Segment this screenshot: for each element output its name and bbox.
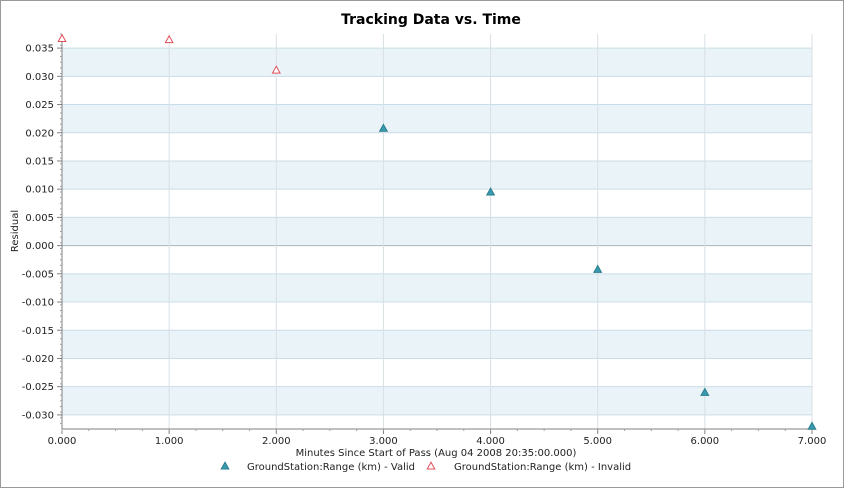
- legend-marker-invalid: [426, 461, 436, 470]
- valid-point: [593, 264, 603, 273]
- x-tick-label: 7.000: [798, 436, 827, 447]
- grid-band: [62, 330, 812, 359]
- invalid-point: [57, 33, 67, 43]
- invalid-point: [164, 34, 174, 44]
- y-tick-label: -0.020: [22, 354, 54, 365]
- x-tick-label: 0.000: [48, 436, 77, 447]
- data-points: [57, 33, 817, 430]
- grid-band: [62, 160, 812, 190]
- grid-band: [62, 273, 812, 303]
- legend-item-valid: GroundStation:Range (km) - Valid: [220, 461, 415, 473]
- grid-band: [62, 48, 812, 77]
- grid-band: [62, 386, 812, 415]
- legend-marker-valid: [220, 461, 230, 470]
- x-axis-label: Minutes Since Start of Pass (Aug 04 2008…: [296, 448, 577, 459]
- x-tick-label: 4.000: [476, 436, 505, 447]
- legend-item-invalid: GroundStation:Range (km) - Invalid: [426, 461, 631, 473]
- y-tick-label: 0.035: [25, 44, 54, 55]
- valid-point: [485, 187, 496, 196]
- valid-point: [807, 421, 817, 430]
- axes: [57, 33, 813, 434]
- x-tick-label: 3.000: [369, 436, 398, 447]
- grid-band: [62, 104, 812, 133]
- tick-labels: 0.035 0.030 0.025 0.020 0.015 0.010 0.005 0.000…: [22, 44, 827, 447]
- valid-point: [378, 123, 389, 132]
- legend-label-valid: GroundStation:Range (km) - Valid: [247, 462, 415, 473]
- invalid-point: [271, 65, 281, 74]
- plot-background-bands: [62, 34, 812, 429]
- y-tick-label: -0.015: [22, 326, 54, 337]
- y-tick-label: 0.005: [25, 213, 54, 224]
- y-tick-label: -0.030: [22, 410, 54, 421]
- x-tick-label: 5.000: [583, 436, 612, 447]
- y-tick-label: 0.010: [25, 185, 54, 196]
- y-tick-label: -0.025: [22, 382, 54, 393]
- valid-point: [700, 387, 710, 396]
- legend-label-invalid: GroundStation:Range (km) - Invalid: [454, 462, 631, 473]
- grid-band: [62, 217, 812, 246]
- x-tick-label: 1.000: [155, 436, 184, 447]
- x-tick-label: 2.000: [262, 436, 291, 447]
- y-tick-label: 0.020: [25, 128, 54, 139]
- y-tick-label: 0.025: [25, 100, 54, 111]
- x-tick-label: 6.000: [691, 436, 720, 447]
- y-tick-label: 0.030: [25, 72, 54, 83]
- y-tick-label: -0.010: [22, 298, 54, 309]
- y-tick-label: -0.005: [22, 269, 54, 280]
- chart-title: Tracking Data vs. Time: [341, 12, 521, 28]
- y-tick-label: 0.000: [25, 241, 54, 252]
- legend: GroundStation:Range (km) - Valid GroundS…: [220, 461, 631, 473]
- y-tick-label: 0.015: [25, 156, 54, 167]
- y-axis-label: Residual: [10, 210, 21, 252]
